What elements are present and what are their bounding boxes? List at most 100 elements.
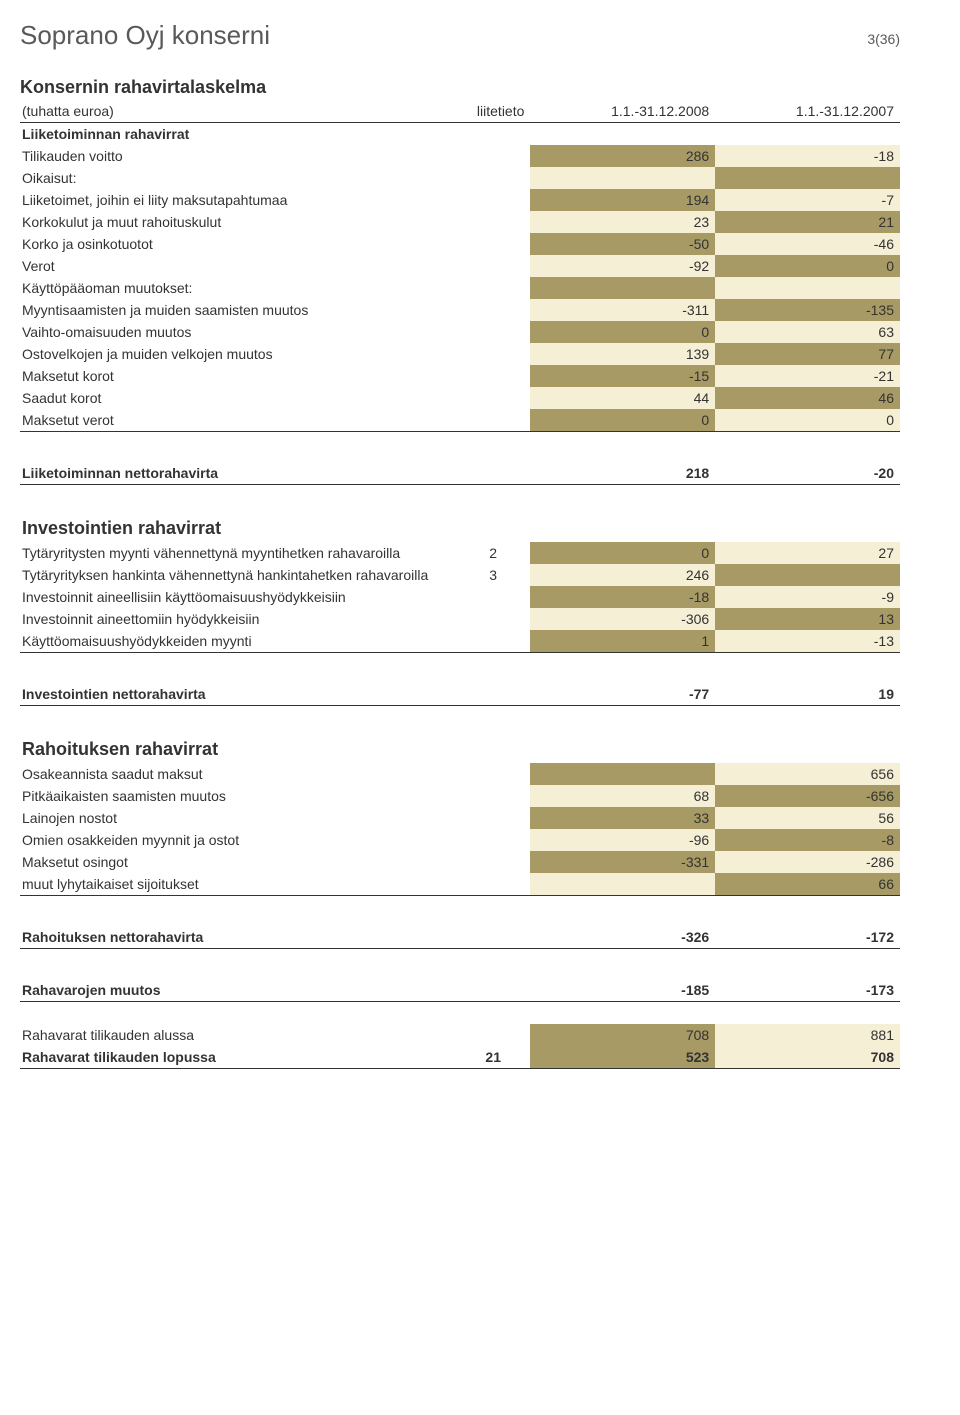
row-value-2007: 66 (715, 873, 900, 896)
cash-end-label: Rahavarat tilikauden lopussa (20, 1046, 460, 1069)
row-value-2008 (530, 277, 715, 299)
cash-change-2007: -173 (715, 979, 900, 1002)
table-row: Verot -92 0 (20, 255, 900, 277)
table-row: Myyntisaamisten ja muiden saamisten muut… (20, 299, 900, 321)
row-label: Korko ja osinkotuotot (20, 233, 460, 255)
row-value-2007: 0 (715, 255, 900, 277)
row-note (460, 321, 530, 343)
table-row: Pitkäaikaisten saamisten muutos 68 -656 (20, 785, 900, 807)
table-rule (20, 653, 900, 654)
row-label: Saadut korot (20, 387, 460, 409)
table-row: Vaihto-omaisuuden muutos 0 63 (20, 321, 900, 343)
fin-net-2007: -172 (715, 926, 900, 949)
row-label: Maksetut verot (20, 409, 460, 432)
row-value-2007 (715, 564, 900, 586)
fin-net-table: Rahoituksen nettorahavirta -326 -172 (20, 926, 900, 949)
table-row: Ostovelkojen ja muiden velkojen muutos 1… (20, 343, 900, 365)
row-value-2008: 0 (530, 542, 715, 564)
table-row: Osakeannista saadut maksut 656 (20, 763, 900, 785)
inv-net-label: Investointien nettorahavirta (20, 683, 460, 706)
table-row: Käyttöomaisuushyödykkeiden myynti 1 -13 (20, 630, 900, 653)
table-row: Investoinnit aineettomiin hyödykkeisiin … (20, 608, 900, 630)
row-value-2008: -331 (530, 851, 715, 873)
row-value-2008: 246 (530, 564, 715, 586)
operating-table: (tuhatta euroa) liitetieto 1.1.-31.12.20… (20, 100, 900, 432)
row-value-2008: -311 (530, 299, 715, 321)
row-note (460, 145, 530, 167)
ops-net-row: Liiketoiminnan nettorahavirta 218 -20 (20, 462, 900, 485)
section-heading-row: Rahoituksen rahavirrat (20, 736, 900, 763)
row-value-2007: -7 (715, 189, 900, 211)
row-label: Pitkäaikaisten saamisten muutos (20, 785, 460, 807)
inv-net-table: Investointien nettorahavirta -77 19 (20, 683, 900, 706)
row-label: Tytäryrityksen hankinta vähennettynä han… (20, 564, 460, 586)
row-value-2007 (715, 277, 900, 299)
row-value-2007: 46 (715, 387, 900, 409)
row-note (460, 211, 530, 233)
fin-net-label: Rahoituksen nettorahavirta (20, 926, 460, 949)
row-value-2007: -135 (715, 299, 900, 321)
row-value-2008 (530, 873, 715, 896)
inv-net-2007: 19 (715, 683, 900, 706)
row-note (460, 233, 530, 255)
row-value-2008: -15 (530, 365, 715, 387)
row-value-2007: 63 (715, 321, 900, 343)
row-label: Maksetut osingot (20, 851, 460, 873)
row-note (460, 343, 530, 365)
row-value-2008: 1 (530, 630, 715, 653)
row-note: 3 (460, 564, 530, 586)
inv-heading: Investointien rahavirrat (20, 515, 460, 542)
row-note (460, 277, 530, 299)
row-note (460, 409, 530, 432)
table-row: Käyttöpääoman muutokset: (20, 277, 900, 299)
cash-begin-label: Rahavarat tilikauden alussa (20, 1024, 460, 1046)
row-value-2008: -306 (530, 608, 715, 630)
col-note-header: liitetieto (460, 100, 530, 123)
statement-title: Konsernin rahavirtalaskelma (20, 77, 900, 98)
row-note (460, 586, 530, 608)
fin-net-2008: -326 (530, 926, 715, 949)
row-note (460, 387, 530, 409)
row-note (460, 763, 530, 785)
row-value-2007: 27 (715, 542, 900, 564)
row-note (460, 873, 530, 896)
section-heading-row: Investointien rahavirrat (20, 515, 900, 542)
table-row: Tilikauden voitto 286 -18 (20, 145, 900, 167)
subtitle: (tuhatta euroa) (20, 100, 460, 123)
row-label: Investoinnit aineettomiin hyödykkeisiin (20, 608, 460, 630)
ops-net-table: Liiketoiminnan nettorahavirta 218 -20 (20, 462, 900, 485)
row-value-2008: 44 (530, 387, 715, 409)
investing-table: Investointien rahavirrat Tytäryritysten … (20, 515, 900, 653)
row-value-2008 (530, 763, 715, 785)
cash-position-table: Rahavarat tilikauden alussa 708 881 Raha… (20, 1024, 900, 1069)
ops-net-label: Liiketoiminnan nettorahavirta (20, 462, 460, 485)
row-value-2008: -96 (530, 829, 715, 851)
table-row: Omien osakkeiden myynnit ja ostot -96 -8 (20, 829, 900, 851)
row-label: Vaihto-omaisuuden muutos (20, 321, 460, 343)
report-page: Soprano Oyj konserni 3(36) Konsernin rah… (0, 0, 920, 1113)
row-label: muut lyhytaikaiset sijoitukset (20, 873, 460, 896)
row-note (460, 608, 530, 630)
row-label: Maksetut korot (20, 365, 460, 387)
row-value-2008: 286 (530, 145, 715, 167)
row-value-2007: 56 (715, 807, 900, 829)
ops-rows: Tilikauden voitto 286 -18 Oikaisut: Liik… (20, 145, 900, 432)
row-label: Oikaisut: (20, 167, 460, 189)
row-note (460, 851, 530, 873)
cash-end-2008: 523 (530, 1046, 715, 1069)
row-label: Tytäryritysten myynti vähennettynä myynt… (20, 542, 460, 564)
row-value-2007: 77 (715, 343, 900, 365)
table-row: Tytäryrityksen hankinta vähennettynä han… (20, 564, 900, 586)
table-row: Oikaisut: (20, 167, 900, 189)
cash-change-2008: -185 (530, 979, 715, 1002)
inv-net-row: Investointien nettorahavirta -77 19 (20, 683, 900, 706)
table-row: Maksetut osingot -331 -286 (20, 851, 900, 873)
cash-end-row: Rahavarat tilikauden lopussa 21 523 708 (20, 1046, 900, 1069)
table-rule (20, 432, 900, 433)
cash-change-label: Rahavarojen muutos (20, 979, 460, 1002)
column-header-row: (tuhatta euroa) liitetieto 1.1.-31.12.20… (20, 100, 900, 123)
row-note (460, 365, 530, 387)
row-value-2008: 33 (530, 807, 715, 829)
table-row: Tytäryritysten myynti vähennettynä myynt… (20, 542, 900, 564)
row-value-2008: 0 (530, 409, 715, 432)
